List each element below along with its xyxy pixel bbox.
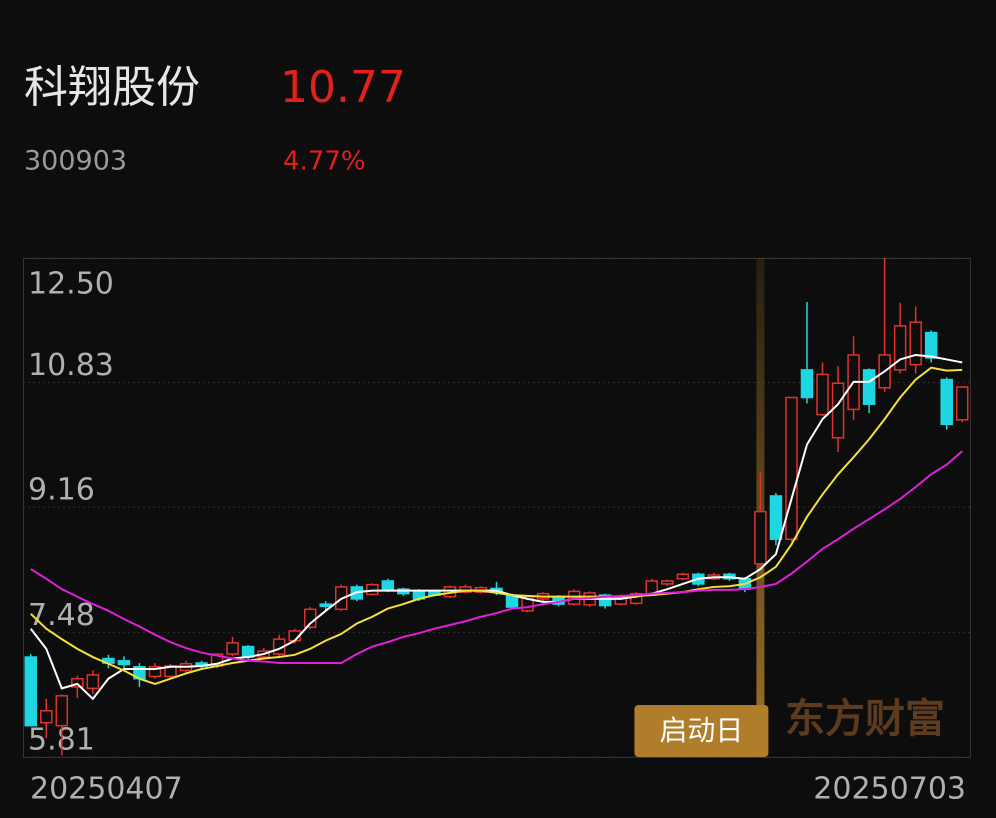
candle-body <box>955 386 969 421</box>
candle-body <box>319 603 332 608</box>
moving-average-line <box>30 366 963 685</box>
stock-name: 科翔股份 <box>24 62 200 113</box>
plot-frame <box>23 258 971 758</box>
candle-body <box>86 674 100 690</box>
y-tick-label: 12.50 <box>28 267 114 302</box>
candle-body <box>909 321 922 366</box>
startup-label: 启动日 <box>659 714 743 747</box>
candle-body <box>940 378 953 426</box>
candle-body <box>226 642 239 655</box>
candle-body <box>629 592 643 605</box>
candle-body <box>459 586 472 593</box>
candle-body <box>800 369 814 399</box>
candle-body <box>24 656 38 727</box>
candle-body <box>148 665 162 678</box>
y-tick-label: 10.83 <box>28 348 114 383</box>
y-tick-label: 7.48 <box>28 598 95 633</box>
candle-body <box>893 325 907 371</box>
candle-body <box>862 369 876 405</box>
candle-body <box>366 583 379 596</box>
y-tick-label: 9.16 <box>28 473 95 508</box>
candle-body <box>831 382 845 439</box>
candle-body <box>785 396 798 540</box>
x-tick-label: 20250703 <box>813 772 966 807</box>
moving-average-line <box>30 450 963 665</box>
x-tick-label: 20250407 <box>30 772 183 807</box>
stock-price: 10.77 <box>280 62 406 113</box>
candle-body <box>40 710 53 724</box>
candle-body <box>117 660 131 666</box>
candle-body <box>924 331 938 359</box>
candle-body <box>661 580 674 585</box>
startup-label-box <box>634 705 769 757</box>
price-change: 4.77% <box>283 147 366 177</box>
moving-average-line <box>29 353 963 701</box>
candle-body <box>71 677 84 688</box>
candle-body <box>55 695 69 727</box>
candle-body <box>816 373 829 416</box>
stock-code: 300903 <box>24 146 127 177</box>
candle-body <box>598 594 612 607</box>
candle-body <box>769 495 783 540</box>
candle-body <box>754 510 767 565</box>
watermark: 东方财富 <box>785 695 945 742</box>
candle-body <box>381 580 395 591</box>
candle-body <box>676 573 690 580</box>
